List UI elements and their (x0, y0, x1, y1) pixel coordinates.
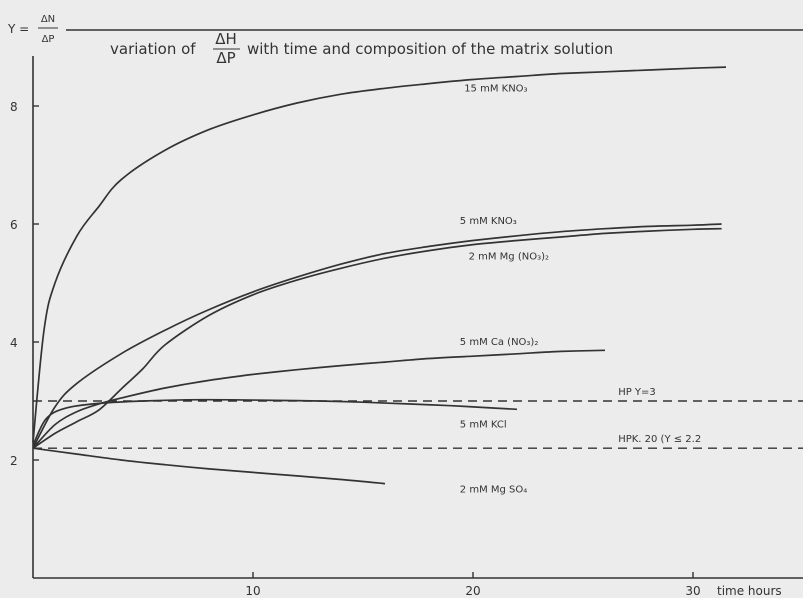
series-line-1 (32, 223, 722, 449)
y-axis-label: Y = ΔN ΔP (7, 14, 58, 45)
x-tick-label-30: 30 (685, 584, 700, 598)
series-line-0 (32, 66, 727, 443)
series-line-2 (32, 227, 722, 449)
x-tick-label-10: 10 (245, 584, 260, 598)
reference-line-label-0: HP Y=3 (618, 387, 656, 398)
y-label-numerator: ΔN (41, 14, 55, 25)
title-suffix: with time and composition of the matrix … (247, 40, 613, 58)
x-tick-label-20: 20 (465, 584, 480, 598)
series-group: 15 mM KNO₃ 5 mM KNO₃ 2 mM Mg (NO₃)₂ 5 mM Ca… (32, 66, 727, 495)
series-line-3 (32, 349, 606, 449)
reference-lines: HP Y=3 HPK. 20 (Y ≤ 2.2 (33, 387, 803, 449)
y-tick-label-8: 8 (10, 100, 18, 114)
y-label-prefix: Y = (7, 22, 29, 36)
series-label-2: 2 mM Mg (NO₃)₂ (469, 251, 549, 262)
title-fraction-numerator: ΔH (215, 30, 237, 48)
series-label-5: 2 mM Mg SO₄ (460, 484, 527, 495)
y-tick-label-6: 6 (10, 218, 18, 232)
series-label-4: 5 mM KCl (460, 420, 507, 431)
title-prefix: variation of (110, 40, 196, 58)
y-tick-label-4: 4 (10, 336, 18, 350)
series-line-4 (32, 398, 518, 446)
series-label-3: 5 mM Ca (NO₃)₂ (460, 337, 539, 348)
y-label-denominator: ΔP (42, 34, 55, 45)
series-label-0: 15 mM KNO₃ (464, 83, 527, 94)
series-line-5 (32, 447, 386, 485)
x-axis-label: time hours (717, 584, 782, 598)
series-label-1: 5 mM KNO₃ (460, 216, 517, 227)
title-fraction-denominator: ΔP (216, 49, 235, 67)
y-tick-label-2: 2 (10, 454, 18, 468)
axis-ticks: 2 4 6 8 10 20 30 (10, 100, 701, 598)
reference-line-label-1: HPK. 20 (Y ≤ 2.2 (618, 434, 701, 445)
chart-title: variation of ΔH ΔP with time and composi… (110, 30, 613, 67)
